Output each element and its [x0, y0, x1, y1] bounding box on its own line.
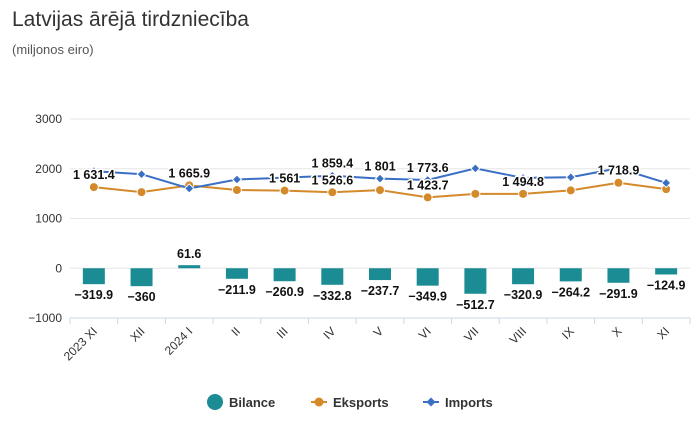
eksports-data-label: 1 631.4 — [73, 168, 115, 182]
eksports-point[interactable] — [518, 188, 529, 199]
bilance-bar[interactable] — [225, 268, 248, 279]
x-tick-label: IV — [321, 324, 339, 342]
legend-label: Eksports — [333, 395, 389, 410]
bilance-bar[interactable] — [82, 268, 105, 285]
bilance-bar[interactable] — [559, 268, 582, 282]
eksports-point[interactable] — [327, 187, 338, 198]
eksports-point[interactable] — [375, 185, 385, 196]
legend-swatch — [207, 394, 223, 410]
x-tick-label: X — [609, 324, 625, 340]
y-tick-label: 1000 — [35, 212, 62, 226]
legend-swatch-marker — [314, 397, 324, 407]
y-tick-label: 3000 — [35, 112, 62, 126]
bilance-bar[interactable] — [178, 265, 201, 269]
bilance-bar[interactable] — [416, 268, 439, 286]
legend-label: Bilance — [229, 395, 275, 410]
chart-title: Latvijas ārējā tirdzniecība — [12, 8, 249, 31]
imports-point[interactable] — [422, 174, 433, 186]
imports-point[interactable] — [517, 172, 529, 184]
eksports-point[interactable] — [231, 185, 242, 196]
eksports-data-label: 1 526.6 — [311, 173, 353, 187]
imports-point[interactable] — [279, 172, 290, 183]
eksports-point[interactable] — [136, 187, 147, 198]
x-tick-label: 2023 XI — [61, 324, 100, 363]
x-tick-label: VI — [416, 324, 434, 342]
line-series — [88, 163, 672, 203]
bilance-bar[interactable] — [369, 268, 391, 281]
eksports-data-label: 1 423.7 — [407, 178, 449, 192]
imports-point[interactable] — [374, 173, 386, 184]
imports-data-label: 1 859.4 — [311, 157, 353, 171]
imports-point[interactable] — [231, 174, 243, 185]
bilance-data-label: −320.9 — [504, 288, 543, 302]
bilance-bar[interactable] — [130, 268, 153, 287]
bilance-data-label: −260.9 — [265, 285, 304, 299]
bilance-data-label: 61.6 — [177, 247, 201, 261]
bilance-data-label: −237.7 — [361, 284, 400, 298]
imports-point[interactable] — [136, 169, 147, 180]
bilance-data-label: −512.7 — [456, 298, 495, 312]
x-tick-label: VIII — [507, 324, 530, 347]
x-tick-label: VII — [461, 324, 481, 344]
eksports-point[interactable] — [279, 185, 290, 196]
x-tick-label: V — [371, 324, 387, 340]
x-tick-label: XI — [654, 324, 672, 342]
bilance-data-label: −360 — [127, 290, 155, 304]
bilance-bar[interactable] — [273, 268, 296, 282]
imports-data-label: 1 773.6 — [407, 161, 449, 175]
y-tick-label: 0 — [55, 261, 62, 275]
x-tick-label: 2024 I — [162, 324, 195, 357]
bilance-bar[interactable] — [607, 268, 630, 283]
imports-point[interactable] — [565, 172, 576, 183]
y-tick-label: 2000 — [35, 162, 62, 176]
bilance-bar[interactable] — [655, 268, 678, 275]
legend-item-eksports[interactable]: Eksports — [311, 395, 389, 410]
legend[interactable]: Bilance Eksports Imports — [207, 394, 493, 410]
eksports-point[interactable] — [470, 188, 481, 199]
x-tick-label: IX — [559, 324, 577, 342]
imports-point[interactable] — [327, 170, 338, 181]
eksports-point[interactable] — [88, 182, 99, 193]
legend-item-bilance[interactable]: Bilance — [207, 394, 275, 410]
x-tick-label: III — [274, 324, 291, 341]
bilance-bar[interactable] — [464, 268, 487, 294]
grid-lines — [70, 118, 690, 319]
legend-item-imports[interactable]: Imports — [423, 395, 493, 410]
imports-point[interactable] — [613, 163, 624, 174]
imports-point[interactable] — [470, 163, 481, 174]
bilance-data-label: −332.8 — [313, 289, 352, 303]
chart-subtitle: (miljonos eiro) — [12, 42, 94, 57]
x-tick-label: XII — [127, 324, 147, 344]
bilance-data-label: −291.9 — [599, 287, 638, 301]
eksports-data-label: 1 718.9 — [598, 164, 640, 178]
x-tick-label: II — [228, 324, 243, 339]
imports-point[interactable] — [660, 177, 672, 189]
eksports-point[interactable] — [422, 192, 433, 203]
bilance-data-label: −264.2 — [551, 285, 590, 299]
legend-swatch-marker — [426, 397, 436, 407]
y-tick-label: −1000 — [28, 311, 62, 325]
imports-data-label: 1 801 — [364, 160, 395, 174]
eksports-point[interactable] — [565, 185, 576, 196]
eksports-data-label: 1 665.9 — [168, 166, 210, 180]
data-labels: −319.9 −360 61.6 −211.9 −260.9 −332.8 −237.7 −3… — [71, 155, 686, 313]
bilance-data-label: −211.9 — [218, 283, 256, 297]
bilance-bars — [82, 265, 678, 294]
bilance-bar[interactable] — [512, 268, 535, 285]
bilance-bar[interactable] — [321, 268, 344, 285]
imports-point[interactable] — [88, 165, 100, 177]
legend-label: Imports — [445, 395, 493, 410]
bilance-data-label: −319.9 — [75, 288, 114, 302]
eksports-data-label: 1 494.8 — [502, 175, 544, 189]
bilance-data-label: −124.9 — [647, 278, 686, 292]
bilance-data-label: −349.9 — [408, 290, 447, 304]
imports-point[interactable] — [184, 183, 195, 194]
eksports-point[interactable] — [613, 177, 624, 188]
eksports-data-label: 1 561 — [269, 172, 300, 186]
